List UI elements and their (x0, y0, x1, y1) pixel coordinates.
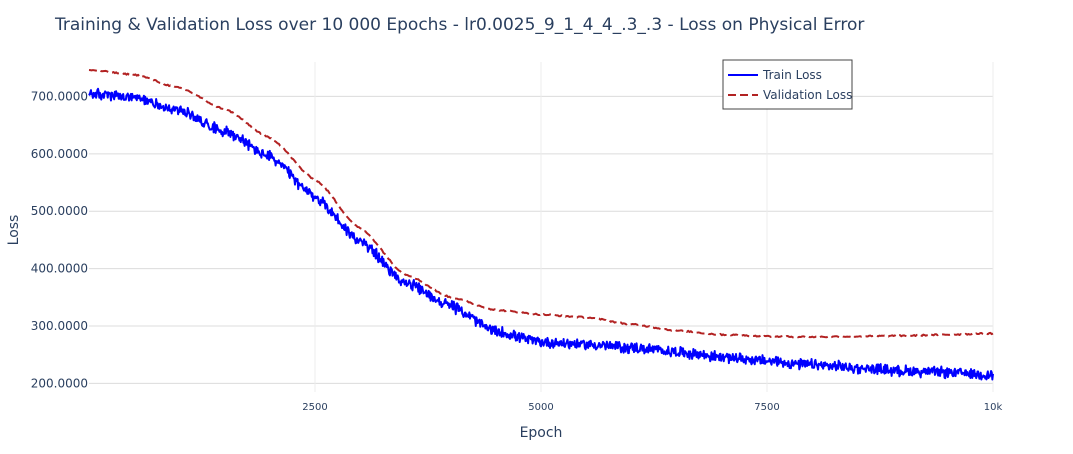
series-layer (88, 69, 994, 381)
x-tick-label: 7500 (754, 402, 779, 413)
axis-layer: 200.0000 300.0000 400.0000 500.0000 600.0000… (31, 89, 1003, 413)
train-loss-line (88, 87, 994, 381)
y-tick-label: 700.0000 (31, 89, 88, 103)
chart-title: Training & Validation Loss over 10 000 E… (54, 15, 864, 35)
y-tick-label: 300.0000 (31, 319, 88, 333)
legend: Train Loss Validation Loss (722, 59, 853, 110)
x-tick-label: 5000 (528, 402, 553, 413)
y-tick-label: 400.0000 (31, 262, 88, 276)
grid-layer (89, 62, 994, 392)
legend-box (722, 59, 853, 110)
y-tick-label: 600.0000 (31, 147, 88, 161)
x-tick-label: 2500 (302, 402, 327, 413)
legend-train-label: Train Loss (762, 68, 822, 82)
x-axis-title: Epoch (520, 425, 563, 441)
validation-loss-line (88, 69, 994, 339)
y-tick-label: 500.0000 (31, 204, 88, 218)
y-tick-label: 200.0000 (31, 376, 88, 390)
y-axis-title: Loss (6, 215, 22, 246)
x-tick-label: 10k (984, 402, 1003, 413)
legend-validation-label: Validation Loss (763, 88, 852, 102)
